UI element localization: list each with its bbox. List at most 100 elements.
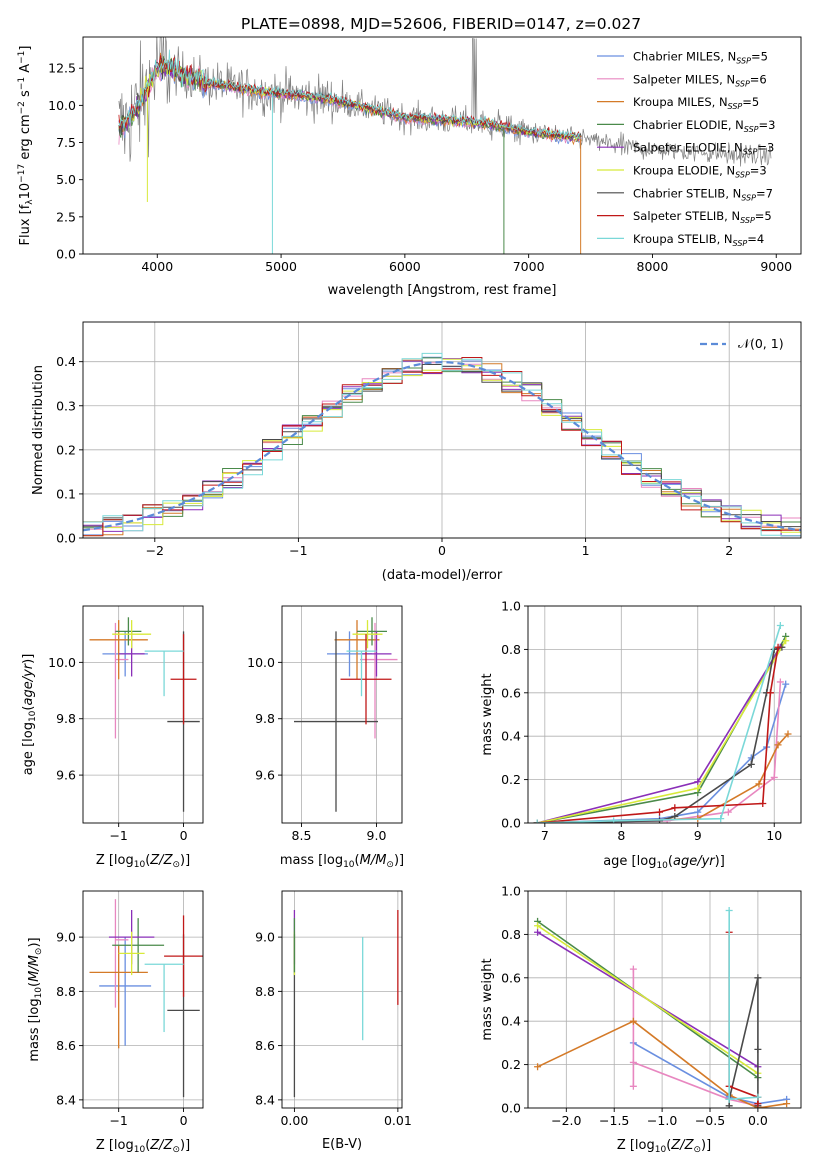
y-tick-label: 2.5: [56, 209, 76, 224]
x-tick-label: 9: [694, 828, 702, 843]
x-tick-label: 8.5: [292, 828, 312, 843]
x-tick-label: 0.01: [384, 1113, 412, 1128]
spectrum-legend: Chabrier MILES, NSSP=5 Salpeter MILES, NS…: [597, 50, 775, 248]
x-axis-label: wavelength [Angstrom, rest frame]: [328, 283, 557, 298]
y-tick-label: 0.2: [501, 1057, 521, 1072]
y-tick-label: 8.6: [255, 1038, 275, 1053]
errorbar-kroupa-elodie: [112, 620, 152, 649]
axes-spines: [82, 36, 802, 255]
x-tick-label: 8: [617, 828, 625, 843]
grid: [282, 891, 402, 1108]
weight-point-kroupa-stelib: [610, 817, 618, 823]
y-tick-label: 10.0: [48, 655, 76, 670]
y-tick-label: 1.0: [501, 884, 521, 899]
y-tick-label: 5.0: [56, 172, 76, 187]
errorbar-chabrier-elodie: [357, 617, 387, 646]
errorbar-chabrier-elodie: [112, 918, 165, 973]
weight-point-kroupa-stelib: [725, 1095, 733, 1103]
axes-frame: −2.0 −1.5 −1.0 −0.5 0.0 0.0 0.2 0.4 0.6 0.8 1.0: [501, 884, 802, 1128]
y-axis-label: mass [log10(M/M⊙)]: [27, 937, 44, 1061]
weight-point-chabrier-stelib: [656, 817, 664, 823]
errorbar-chabrier-stelib: [294, 631, 378, 812]
y-tick-label: 9.0: [56, 930, 76, 945]
figure-title: PLATE=0898, MJD=52606, FIBERID=0147, z=0…: [241, 15, 641, 33]
y-tick-label: 0.2: [56, 442, 76, 457]
weight-line-salpeter-miles: [632, 969, 759, 1107]
weight-series-salpeter-stelib: [725, 928, 762, 1108]
weight-point-salpeter-miles: [776, 678, 784, 686]
x-tick-label: −1: [289, 543, 307, 558]
axes-spines: [527, 890, 802, 1109]
x-axis-label: Z [log10(Z/Z⊙)]: [96, 1138, 190, 1155]
y-tick-label: 0.2: [501, 772, 521, 787]
errorbar-kroupa-stelib: [144, 963, 184, 1033]
y-tick-label: 0.8: [501, 642, 521, 657]
x-tick-label: −1.5: [599, 1113, 629, 1128]
x-tick-label: 5000: [265, 259, 297, 274]
x-tick-label: 0: [180, 1113, 188, 1128]
errorbar-kroupa-elodie: [118, 931, 145, 976]
weight-point-salpeter-stelib: [754, 1100, 762, 1108]
axes-spines: [82, 890, 204, 1109]
x-tick-label: 10: [766, 828, 782, 843]
weight-line-salpeter-miles: [537, 681, 782, 823]
axes-spines: [281, 605, 403, 824]
extinction-mass-panel: 0.00 0.01 8.4 8.6 8.8 9.0 E(B-V): [255, 890, 412, 1152]
x-axis-label: Z [log10(Z/Z⊙)]: [96, 853, 190, 870]
weight-point-salpeter-stelib: [671, 804, 679, 812]
weight-point-chabrier-miles: [747, 754, 755, 762]
legend-label-kroupa-miles: Kroupa MILES, NSSP=5: [633, 95, 759, 111]
legend-label-salpeter-stelib: Salpeter STELIB, NSSP=5: [633, 209, 772, 225]
axes-spines: [82, 605, 204, 824]
errorbar-salpeter-stelib: [340, 634, 392, 725]
errorbar-kroupa-stelib: [346, 650, 377, 697]
y-tick-label: 0.8: [501, 927, 521, 942]
legend-label-kroupa-stelib: Kroupa STELIB, NSSP=4: [633, 232, 764, 248]
age-mass-weight-panel: 7 8 9 10 0.0 0.2 0.4 0.6 0.8 1.0 mass weight age [l…: [480, 599, 802, 871]
x-tick-label: 0: [438, 543, 446, 558]
weight-point-kroupa-miles: [784, 730, 792, 738]
errorbar-kroupa-miles: [89, 945, 148, 1049]
x-tick-label: 2: [725, 543, 733, 558]
weight-series-kroupa-stelib: [533, 622, 784, 823]
plot-marks: [293, 909, 399, 1098]
weight-series-chabrier-elodie: [533, 632, 790, 823]
x-tick-label: 0.00: [280, 1113, 308, 1128]
mass-age-panel: 8.5 9.0 9.6 9.8 10.0 mass [log10(M/M⊙)]: [247, 605, 404, 870]
weight-point-chabrier-stelib: [754, 974, 762, 982]
residual-legend: 𝒩(0, 1): [700, 336, 784, 351]
y-tick-label: 10.0: [48, 98, 76, 113]
x-tick-label: −0.5: [695, 1113, 725, 1128]
y-axis-label: mass weight: [480, 958, 495, 1040]
x-axis-label: age [log10(age/yr)]: [603, 854, 725, 871]
x-axis-label: E(B-V): [322, 1137, 362, 1152]
weight-point-salpeter-miles: [629, 965, 637, 973]
errorbar-kroupa-stelib: [144, 650, 184, 697]
y-tick-label: 0.4: [56, 354, 76, 369]
weight-point-kroupa-stelib: [533, 819, 541, 823]
errorbar-chabrier-elodie: [115, 617, 142, 646]
grid: [282, 606, 402, 823]
x-tick-label: 1: [582, 543, 590, 558]
observed-spectrum-line: [118, 37, 772, 167]
x-tick-label: 0: [180, 828, 188, 843]
weight-point-kroupa-stelib: [754, 1093, 762, 1101]
weight-series-kroupa-elodie: [533, 637, 790, 823]
legend-label-normal: 𝒩(0, 1): [738, 336, 784, 351]
plot-marks: [118, 37, 772, 254]
axes-frame: −2 −1 0 1 2 0.0 0.1 0.2 0.3 0.4: [56, 321, 802, 558]
x-tick-label: −2: [146, 543, 164, 558]
weight-point-salpeter-stelib: [759, 799, 767, 807]
legend-label-chabrier-elodie: Chabrier ELODIE, NSSP=3: [633, 118, 775, 134]
weight-line-kroupa-elodie: [537, 925, 759, 1074]
weight-series-kroupa-elodie: [534, 922, 762, 1077]
weight-point-chabrier-stelib: [725, 1102, 733, 1108]
axes-frame: −1 0 8.4 8.6 8.8 9.0: [56, 890, 204, 1128]
y-tick-label: 9.0: [255, 930, 275, 945]
residual-histogram-panel: −2 −1 0 1 2 0.0 0.1 0.2 0.3 0.4 𝒩(0, 1) (data-model…: [31, 321, 802, 583]
weight-point-chabrier-stelib: [754, 1045, 762, 1053]
plot-marks: [89, 617, 200, 812]
y-tick-label: 0.0: [56, 531, 76, 546]
y-tick-label: 12.5: [48, 61, 76, 76]
